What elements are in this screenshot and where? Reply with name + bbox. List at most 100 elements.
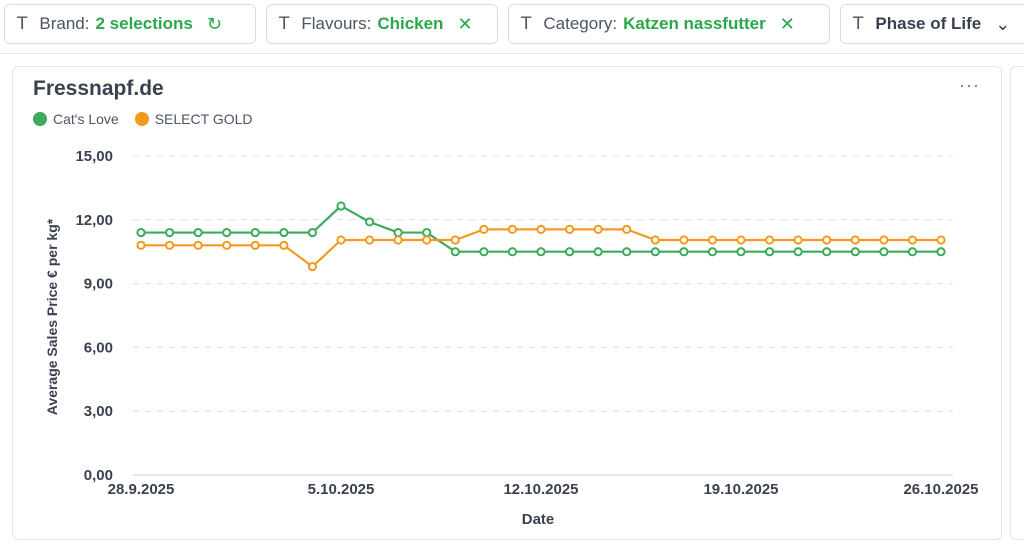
- data-point-series-1[interactable]: [450, 247, 460, 257]
- data-point-series-2[interactable]: [879, 235, 889, 245]
- data-point-series-1[interactable]: [850, 247, 860, 257]
- data-point-series-2[interactable]: [222, 240, 232, 250]
- chevron-down-icon[interactable]: ⌄: [995, 13, 1011, 34]
- data-point-series-2[interactable]: [936, 235, 946, 245]
- data-point-series-1[interactable]: [479, 247, 489, 257]
- data-point-series-2[interactable]: [793, 235, 803, 245]
- data-point-series-2[interactable]: [450, 235, 460, 245]
- data-point-series-2[interactable]: [193, 240, 203, 250]
- legend-label: Cat's Love: [53, 111, 119, 127]
- data-point-series-1[interactable]: [193, 227, 203, 238]
- data-point-series-2[interactable]: [279, 240, 289, 250]
- data-point-series-1[interactable]: [507, 247, 518, 257]
- data-point-series-2[interactable]: [250, 240, 260, 250]
- data-point-series-2[interactable]: [507, 224, 518, 234]
- data-point-series-1[interactable]: [250, 227, 260, 238]
- x-axis-title: Date: [522, 511, 555, 528]
- filter-chip-brand[interactable]: T Brand: 2 selections ↻: [4, 4, 256, 44]
- data-point-series-2[interactable]: [679, 235, 689, 245]
- data-point-series-1[interactable]: [279, 227, 289, 238]
- y-tick-label: 12,00: [75, 212, 113, 229]
- data-point-series-1[interactable]: [393, 227, 403, 238]
- data-point-series-2[interactable]: [850, 235, 860, 245]
- data-point-series-2[interactable]: [707, 235, 718, 245]
- more-options-icon[interactable]: ···: [959, 75, 980, 95]
- close-icon[interactable]: ✕: [457, 13, 473, 34]
- refresh-icon[interactable]: ↻: [206, 13, 222, 34]
- legend-item[interactable]: Cat's Love: [33, 111, 119, 127]
- next-card: [1010, 66, 1024, 540]
- data-point-series-1[interactable]: [222, 227, 232, 238]
- data-point-series-2[interactable]: [564, 224, 575, 234]
- close-icon[interactable]: ✕: [779, 13, 795, 34]
- legend-item[interactable]: SELECT GOLD: [134, 111, 253, 127]
- filter-value: 2 selections: [95, 14, 193, 33]
- filter-label: Category:: [543, 14, 618, 33]
- data-point-series-2[interactable]: [422, 235, 432, 245]
- x-tick-label: 19.10.2025: [703, 481, 778, 498]
- data-point-series-1[interactable]: [307, 227, 318, 238]
- data-point-series-1[interactable]: [650, 247, 660, 257]
- line-chart: 0,00 3,00 6,00 9,00 12,00 15,00 28.9.2025 5.10.…: [44, 148, 979, 528]
- y-tick-label: 3,00: [84, 403, 113, 420]
- filter-chip-flavours[interactable]: T Flavours: Chicken ✕: [266, 4, 498, 44]
- data-point-series-1[interactable]: [907, 247, 918, 257]
- y-axis-title: Average Sales Price € per kg*: [44, 218, 60, 415]
- data-point-series-2[interactable]: [536, 224, 546, 234]
- chart-legend: Cat's Love SELECT GOLD: [33, 111, 269, 127]
- data-point-series-1[interactable]: [593, 247, 603, 257]
- data-point-series-1[interactable]: [736, 247, 746, 257]
- data-point-series-1[interactable]: [793, 247, 803, 257]
- data-point-series-1[interactable]: [879, 247, 889, 257]
- data-point-series-2[interactable]: [307, 261, 318, 272]
- text-type-icon: T: [17, 14, 28, 34]
- data-point-series-2[interactable]: [479, 224, 489, 234]
- data-point-series-2[interactable]: [164, 240, 175, 250]
- data-point-series-1[interactable]: [164, 227, 175, 238]
- filter-value: Katzen nassfutter: [623, 14, 766, 33]
- filter-chip-category[interactable]: T Category: Katzen nassfutter ✕: [508, 4, 830, 44]
- data-point-series-2[interactable]: [822, 235, 832, 245]
- data-point-series-2[interactable]: [336, 235, 346, 245]
- data-point-series-1[interactable]: [936, 247, 946, 257]
- card-title: Fressnapf.de: [33, 77, 164, 100]
- filter-value: Phase of Life: [875, 14, 982, 33]
- text-type-icon: T: [279, 14, 290, 34]
- data-point-series-2[interactable]: [593, 224, 603, 234]
- filter-value: Chicken: [377, 14, 444, 33]
- text-type-icon: T: [521, 14, 532, 34]
- data-point-series-1[interactable]: [536, 247, 546, 257]
- data-point-series-2[interactable]: [136, 240, 146, 250]
- data-point-series-1[interactable]: [564, 247, 575, 257]
- data-point-series-2[interactable]: [622, 224, 632, 234]
- x-tick-label: 5.10.2025: [308, 481, 375, 498]
- data-point-series-1[interactable]: [822, 247, 832, 257]
- data-point-series-1[interactable]: [764, 247, 775, 257]
- data-point-series-2[interactable]: [364, 235, 375, 245]
- filter-chip-phase-of-life[interactable]: T Phase of Life ⌄: [840, 4, 1024, 44]
- data-point-series-1[interactable]: [136, 227, 146, 238]
- chart-card: Fressnapf.de ··· Cat's Love SELECT GOLD …: [12, 66, 1002, 540]
- data-point-series-1[interactable]: [336, 201, 346, 211]
- data-point-series-2[interactable]: [650, 235, 660, 245]
- y-tick-label: 6,00: [84, 339, 113, 356]
- filter-bar: T Brand: 2 selections ↻ T Flavours: Chic…: [0, 0, 1024, 54]
- y-tick-label: 15,00: [75, 148, 113, 165]
- data-point-series-1[interactable]: [364, 217, 375, 227]
- x-tick-label: 12.10.2025: [503, 481, 578, 498]
- legend-marker: [33, 112, 47, 126]
- x-tick-label: 26.10.2025: [903, 481, 978, 498]
- data-point-series-1[interactable]: [422, 227, 432, 238]
- data-point-series-2[interactable]: [907, 235, 918, 245]
- text-type-icon: T: [853, 14, 864, 34]
- legend-label: SELECT GOLD: [154, 111, 253, 127]
- y-tick-label: 9,00: [84, 276, 113, 293]
- data-point-series-1[interactable]: [679, 247, 689, 257]
- data-point-series-1[interactable]: [707, 247, 718, 257]
- data-point-series-2[interactable]: [393, 235, 403, 245]
- y-tick-label: 0,00: [84, 467, 113, 484]
- data-point-series-2[interactable]: [736, 235, 746, 245]
- filter-label: Brand:: [39, 14, 90, 33]
- data-point-series-1[interactable]: [622, 247, 632, 257]
- data-point-series-2[interactable]: [764, 235, 775, 245]
